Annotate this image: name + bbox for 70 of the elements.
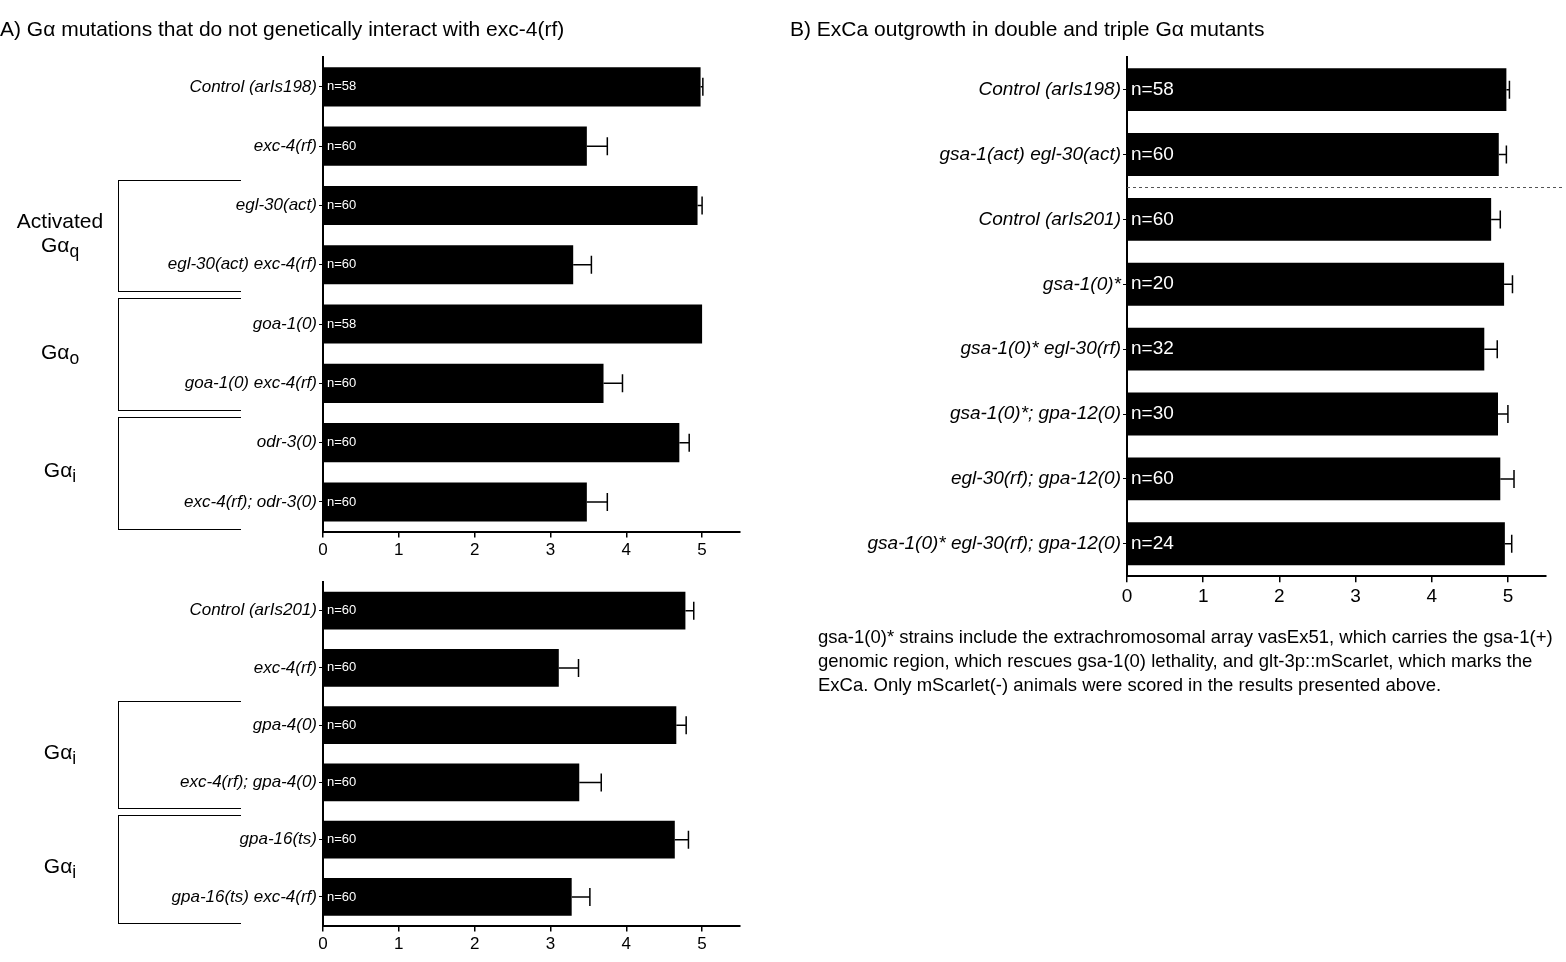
annotation: n=60: [327, 774, 357, 790]
annotation: n=32: [1131, 337, 1174, 359]
x-tick-label: 0: [1121, 584, 1133, 606]
text: Gα$_{i}$: [42, 458, 78, 487]
x-tick-label: 2: [469, 934, 480, 954]
x-tick-label: 3: [1350, 584, 1361, 606]
y-tick-label: odr-3(0): [256, 432, 317, 452]
annotation: n=60: [327, 137, 357, 153]
y-tick-label: gsa-1(0)* egl-30(rf): [960, 337, 1121, 359]
annotation: n=58: [327, 78, 357, 94]
y-tick-label: gpa-16(ts): [239, 829, 317, 849]
x-tick-label: 4: [621, 934, 632, 954]
y-tick-label: gpa-4(0): [252, 714, 317, 734]
x-tick-label: 2: [1274, 584, 1285, 606]
text: Activated Gα$_{q}$: [15, 209, 105, 262]
annotation: n=60: [327, 374, 357, 390]
x-tick-label: 5: [697, 540, 707, 560]
y-tick-label: exc-4(rf); odr-3(0): [184, 491, 317, 511]
annotation: n=58: [1131, 77, 1174, 99]
text: Gα$_{i}$: [42, 739, 78, 769]
x-tick-label: 2: [469, 540, 480, 560]
annotation: n=60: [327, 716, 357, 732]
text: Gα$_{o}$: [39, 339, 81, 368]
annotation: n=60: [327, 659, 357, 675]
y-tick-label: egl-30(act) exc-4(rf): [167, 254, 317, 274]
y-tick-label: exc-4(rf): [253, 657, 317, 677]
annotation: n=60: [1131, 207, 1174, 229]
y-tick-label: exc-4(rf); gpa-4(0): [180, 772, 317, 792]
annotation: n=60: [327, 602, 357, 618]
y-tick-label: exc-4(rf): [253, 135, 317, 155]
x-tick-label: 4: [1426, 584, 1438, 606]
annotation: n=60: [327, 493, 357, 509]
y-tick-label: goa-1(0) exc-4(rf): [184, 373, 317, 393]
x-tick-label: 0: [318, 540, 328, 560]
annotation: n=24: [1131, 532, 1175, 553]
annotation: n=60: [327, 831, 357, 847]
x-tick-label: 1: [394, 540, 404, 560]
annotation: n=60: [1131, 467, 1174, 489]
annotation: n=60: [327, 197, 357, 213]
annotation: n=60: [1131, 142, 1174, 164]
y-tick-label: gsa-1(0)* egl-30(rf); gpa-12(0): [867, 532, 1121, 554]
x-tick-label: 5: [1502, 584, 1514, 606]
y-tick-label: Control (arIs198): [978, 77, 1121, 99]
annotation: n=60: [327, 434, 357, 450]
y-tick-label: egl-30(act): [235, 195, 317, 215]
y-tick-label: gsa-1(0)*; gpa-12(0): [949, 402, 1121, 424]
x-tick-label: 1: [394, 934, 404, 954]
text: gsa-1(0)* strains include the extrachromosomal array vasEx51, which carries the gsa-1(+) genomic region, which rescues gsa-1(0) lethality, and glt-3p::mScarlet, which marks the ExCa. Only mScarlet(-) animals were scored in the results presented above.: [818, 625, 1554, 698]
annotation: n=60: [327, 256, 357, 272]
y-tick-label: gpa-16(ts) exc-4(rf): [171, 886, 317, 906]
chart-title: B) ExCa outgrowth in double and triple Gα mutants: [790, 17, 1265, 41]
y-tick-label: gsa-1(0)*: [1042, 272, 1122, 294]
x-tick-label: 4: [621, 540, 632, 560]
x-tick-label: 1: [1197, 584, 1209, 606]
y-tick-label: egl-30(rf); gpa-12(0): [950, 467, 1121, 489]
x-tick-label: 3: [545, 934, 556, 954]
chart-title: A) Gα mutations that do not genetically interact with exc-4(rf): [0, 17, 565, 41]
y-tick-label: gsa-1(act) egl-30(act): [939, 142, 1121, 164]
annotation: n=60: [327, 888, 357, 904]
y-tick-label: goa-1(0): [252, 313, 317, 333]
x-tick-label: 3: [545, 540, 556, 560]
y-tick-label: Control (arIs201): [189, 600, 317, 620]
x-tick-label: 0: [318, 934, 328, 954]
x-tick-label: 5: [697, 934, 707, 954]
text: Gα$_{i}$: [42, 854, 78, 883]
y-tick-label: Control (arIs201): [978, 207, 1121, 229]
annotation: n=58: [327, 315, 357, 331]
y-tick-label: Control (arIs198): [189, 76, 317, 96]
annotation: n=30: [1131, 402, 1174, 424]
annotation: n=20: [1131, 272, 1174, 294]
